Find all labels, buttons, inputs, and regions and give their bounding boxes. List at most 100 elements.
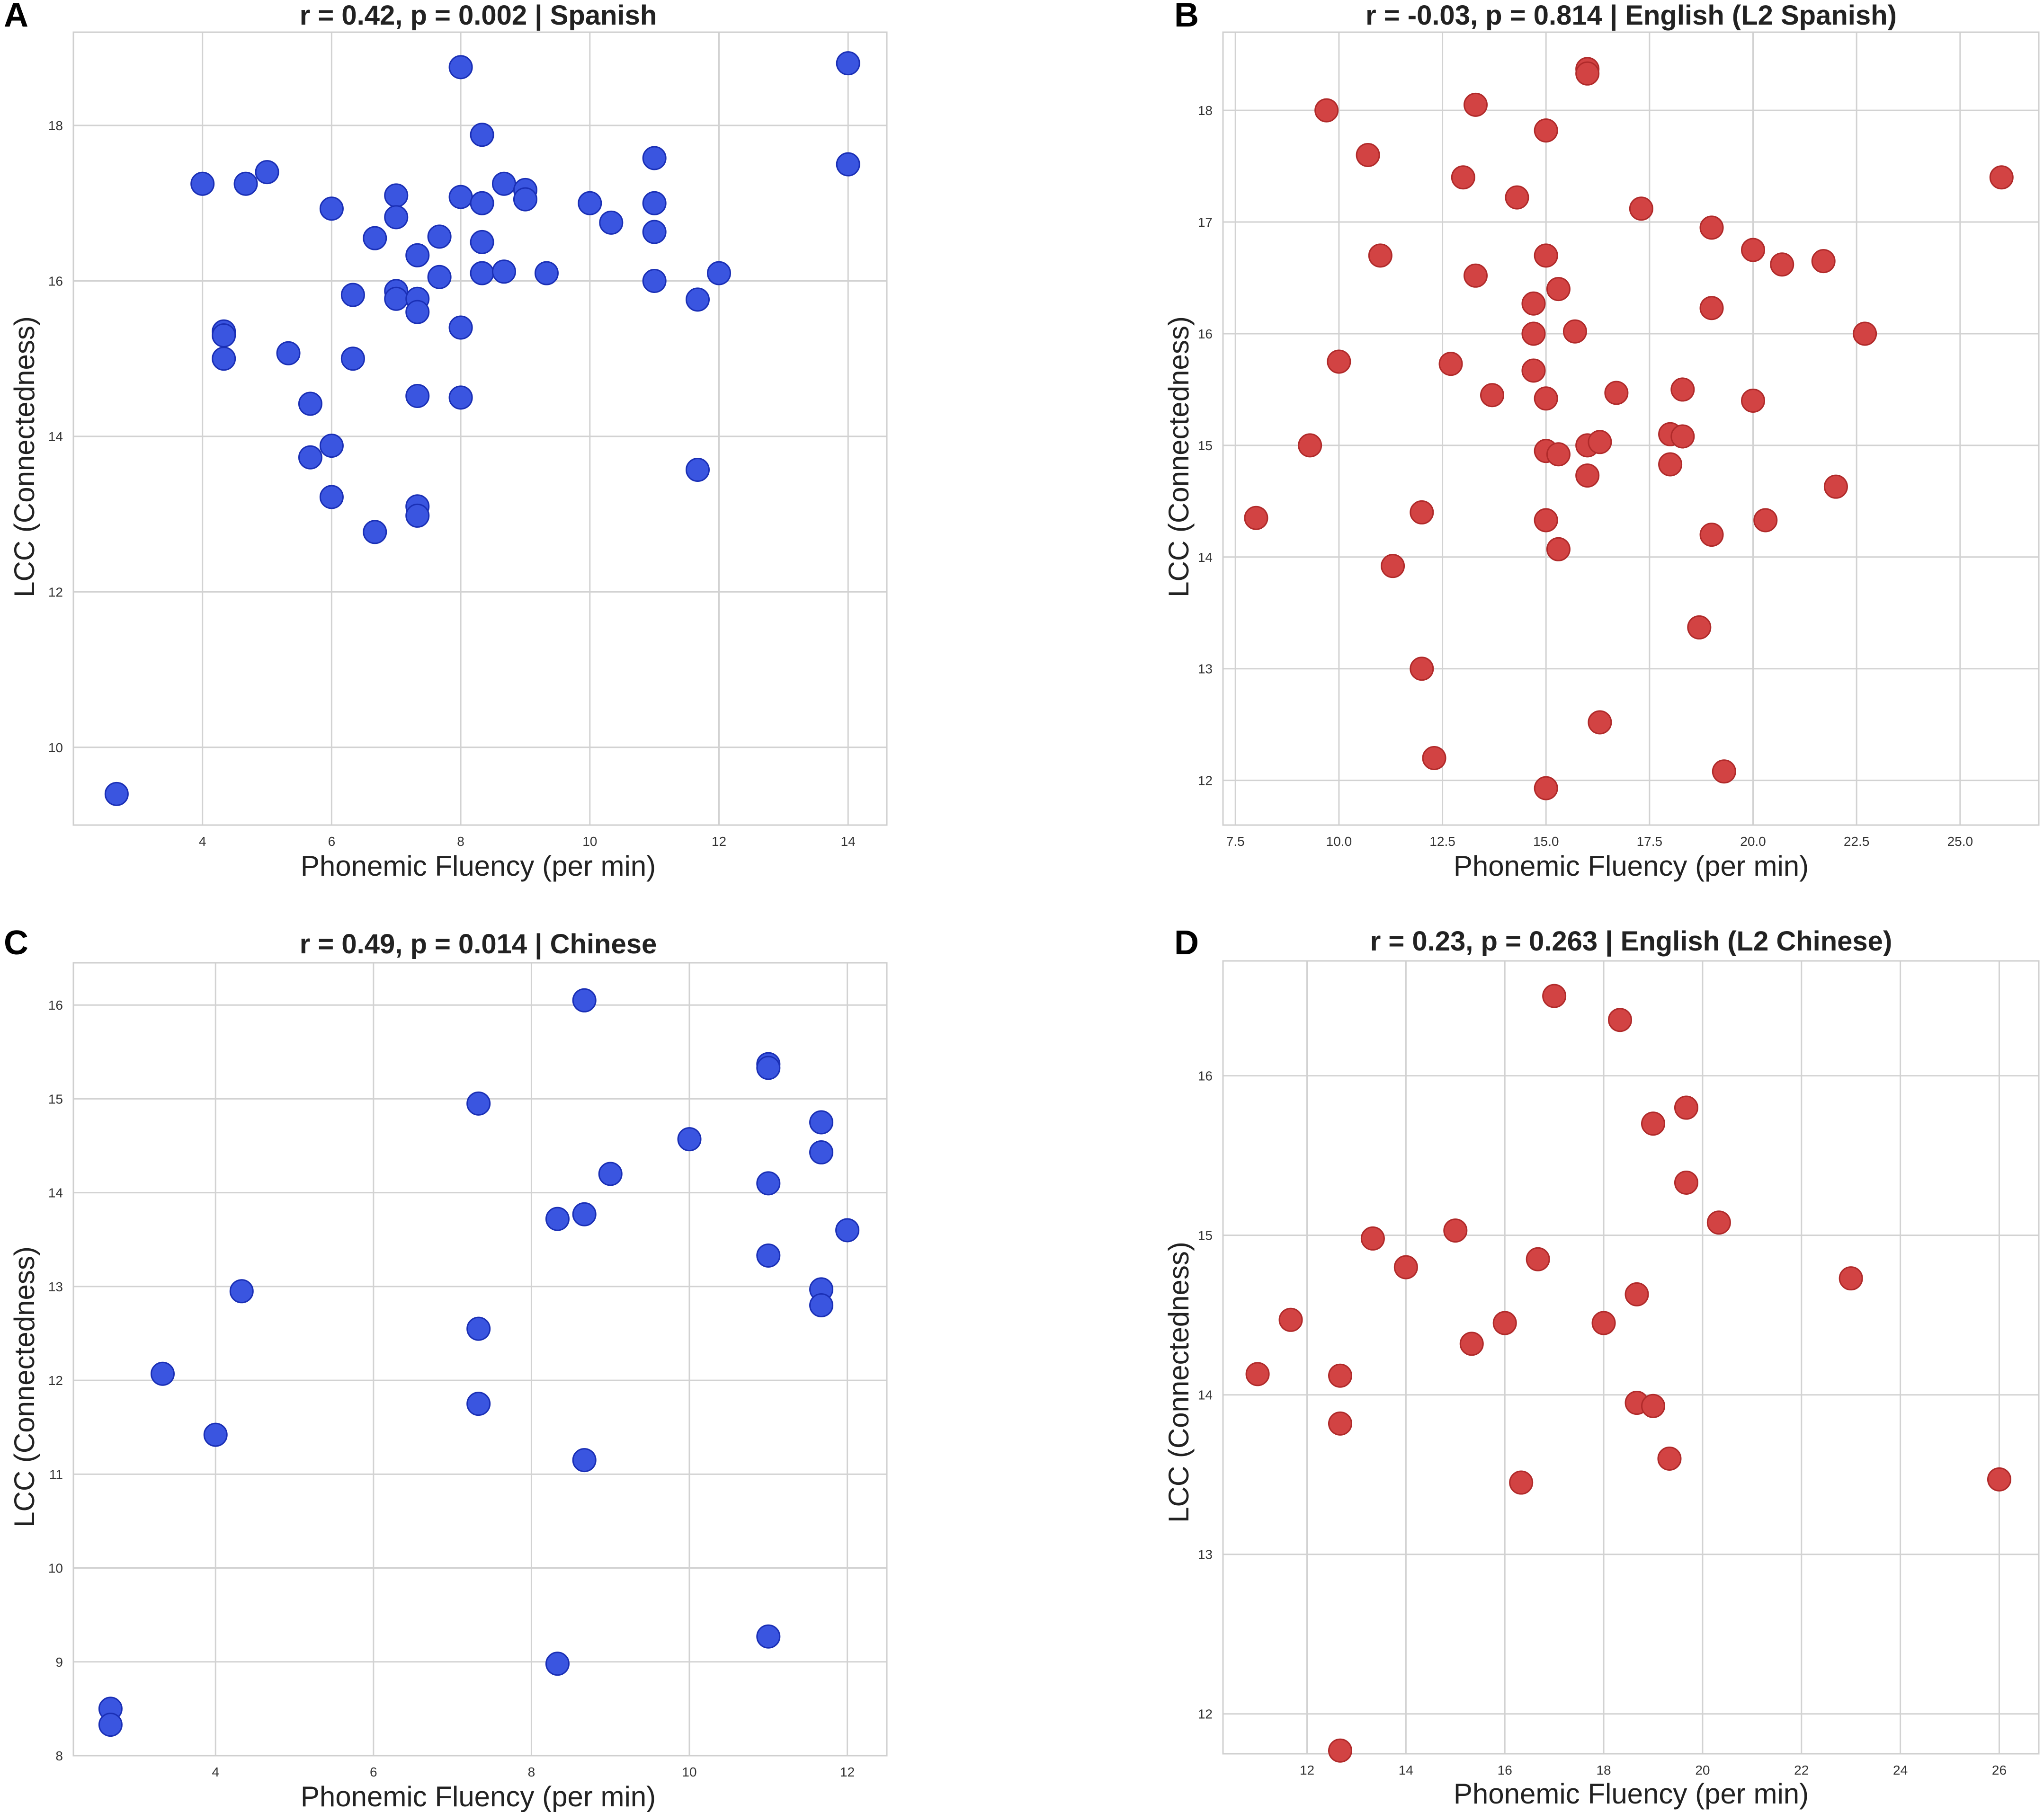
data-point [599,210,624,235]
data-point [1521,291,1546,316]
plot-frame [72,962,888,1757]
data-point [319,434,344,458]
data-point [1641,1111,1665,1136]
data-point [1492,1311,1517,1335]
x-tick-label: 10 [682,1765,696,1779]
data-point [1562,319,1587,344]
data-point [1546,442,1571,467]
data-point [545,1652,570,1676]
data-point [384,183,409,208]
data-point [836,51,860,76]
data-point [1575,463,1600,488]
data-point [1244,506,1268,530]
data-point [427,265,452,289]
data-point [1381,554,1405,578]
data-point [1278,1307,1303,1332]
panel-letter: D [1174,924,1199,962]
data-point [642,268,667,293]
x-tick-label: 10 [582,834,597,849]
data-point [1438,352,1463,376]
y-tick-label: 9 [55,1655,63,1670]
data-point [298,391,322,416]
data-point [1327,349,1351,374]
x-axis-label: Phonemic Fluency (per min) [301,1781,656,1812]
plot-area: 12 14 16 18 20 22 24 26 12 13 14 15 16 [1198,960,2040,1777]
y-tick-label: 11 [49,1467,63,1482]
data-point [572,988,597,1013]
data-point [1989,165,2014,190]
data-point [1393,1255,1418,1279]
data-point [1753,508,1778,533]
data-point [363,226,387,250]
data-point [384,205,409,230]
x-tick-label: 15.0 [1533,834,1559,849]
x-tick-label: 12 [840,1765,855,1779]
data-point [448,315,473,340]
x-tick-label: 16 [1498,1763,1512,1777]
data-point [1588,710,1612,735]
data-point [1853,321,1877,346]
y-tick-label: 17 [1198,215,1213,230]
data-point [1546,537,1571,561]
data-point [578,191,602,215]
data-point [405,503,430,528]
x-tick-label: 14 [841,834,856,849]
data-point [363,520,387,544]
data-point [642,146,667,170]
y-tick-label: 15 [48,1092,63,1106]
data-point [1505,185,1529,210]
data-point [1699,523,1724,547]
data-point [1480,383,1505,408]
x-tick-label: 4 [212,1765,219,1779]
data-point [1546,277,1571,302]
data-point [1521,321,1546,346]
y-tick-label: 13 [48,1279,63,1294]
data-point [1839,1266,1863,1291]
data-point [809,1110,834,1135]
x-tick-label: 6 [328,834,336,849]
y-tick-label: 12 [48,1373,63,1388]
data-point [405,300,430,324]
data-point [1706,1210,1731,1235]
data-point [756,1243,781,1268]
x-tick-label: 26 [1992,1763,2007,1777]
data-point [470,261,494,285]
data-point [1464,263,1488,288]
y-axis-label: LCC (Connectedness) [9,316,40,597]
x-axis-label: Phonemic Fluency (per min) [1454,1778,1809,1810]
y-tick-label: 14 [1198,550,1213,565]
data-point [1624,1282,1649,1306]
y-axis-label: LCC (Connectedness) [9,1246,40,1528]
y-tick-label: 15 [1198,1228,1213,1243]
data-point [229,1279,254,1304]
y-tick-label: 12 [1198,773,1213,788]
data-point [448,55,473,80]
data-point [1464,92,1488,117]
data-point [1534,118,1558,143]
data-point [1245,1362,1270,1386]
data-point [1670,377,1695,402]
y-tick-label: 13 [1198,662,1213,676]
data-point [491,259,516,284]
x-tick-label: 20 [1695,1763,1710,1777]
data-point [212,323,236,347]
data-point [1298,433,1322,458]
data-point [1591,1311,1616,1335]
y-tick-label: 15 [1198,438,1213,453]
data-point [572,1448,597,1473]
plot-frame [72,31,888,826]
data-point [1314,98,1339,123]
y-tick-label: 14 [48,429,63,444]
data-point [1608,1008,1633,1032]
y-tick-label: 8 [55,1749,63,1763]
x-tick-label: 10.0 [1326,834,1352,849]
x-tick-label: 24 [1893,1763,1908,1777]
data-point [190,171,215,196]
data-point [384,286,409,311]
x-tick-label: 8 [457,834,464,849]
data-point [340,283,365,307]
plot-area: 4 6 8 10 12 8 9 10 11 12 13 14 15 16 [48,962,888,1779]
plot-area: 4 6 8 10 12 14 10 12 14 16 18 [48,31,888,849]
y-tick-label: 16 [48,998,63,1013]
chart-title: r = -0.03, p = 0.814 | English (L2 Spani… [1366,0,1897,31]
